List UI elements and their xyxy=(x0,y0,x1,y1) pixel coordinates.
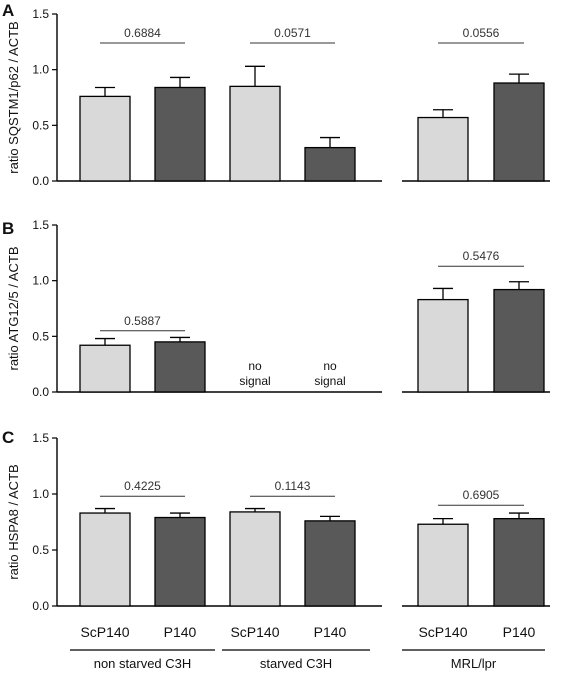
no-signal-label: signal xyxy=(239,374,270,388)
bar xyxy=(154,86,206,182)
group-label: non starved C3H xyxy=(94,656,192,671)
bar xyxy=(417,116,469,182)
bar xyxy=(154,341,206,393)
bar xyxy=(417,523,469,607)
p-value-label: 0.0571 xyxy=(274,26,311,40)
bar xyxy=(304,146,356,182)
x-tick-label: ScP140 xyxy=(230,624,279,640)
x-tick-label: P140 xyxy=(164,624,197,640)
panel-letter: B xyxy=(2,219,14,238)
y-axis-label: ratio HSPA8 / ACTB xyxy=(6,464,21,579)
y-tick-label: 0.5 xyxy=(32,329,49,343)
group-label: starved C3H xyxy=(260,656,332,671)
y-tick-label: 0.5 xyxy=(32,118,49,132)
bar xyxy=(229,85,281,182)
x-tick-label: P140 xyxy=(503,624,536,640)
y-tick-label: 1.0 xyxy=(32,63,49,77)
bar xyxy=(154,516,206,607)
p-value-label: 0.6905 xyxy=(463,488,500,502)
bar xyxy=(493,288,545,393)
y-axis-label: ratio SQSTM1/p62 / ACTB xyxy=(6,21,21,173)
bar xyxy=(417,298,469,393)
y-tick-label: 0.5 xyxy=(32,543,49,557)
panel-letter: C xyxy=(2,428,14,447)
y-tick-label: 1.5 xyxy=(32,218,49,232)
bar xyxy=(79,95,131,182)
x-tick-label: ScP140 xyxy=(418,624,467,640)
p-value-label: 0.0556 xyxy=(463,26,500,40)
bar xyxy=(304,520,356,607)
bar xyxy=(229,511,281,607)
bar xyxy=(79,512,131,607)
bar xyxy=(79,344,131,393)
bar xyxy=(493,82,545,182)
p-value-label: 0.1143 xyxy=(275,479,311,493)
y-tick-label: 1.5 xyxy=(32,431,49,445)
x-tick-label: ScP140 xyxy=(80,624,129,640)
y-tick-label: 1.0 xyxy=(32,274,49,288)
y-tick-label: 1.0 xyxy=(32,487,49,501)
no-signal-label: signal xyxy=(314,374,345,388)
p-value-label: 0.4225 xyxy=(124,479,161,493)
y-axis-label: ratio ATG12/5 / ACTB xyxy=(6,246,21,370)
y-tick-label: 0.0 xyxy=(32,385,49,399)
no-signal-label: no xyxy=(323,359,337,373)
p-value-label: 0.5887 xyxy=(124,314,161,328)
panel-letter: A xyxy=(2,1,14,20)
x-tick-label: P140 xyxy=(314,624,347,640)
p-value-label: 0.5476 xyxy=(463,249,500,263)
y-tick-label: 1.5 xyxy=(32,7,49,21)
y-tick-label: 0.0 xyxy=(32,174,49,188)
y-tick-label: 0.0 xyxy=(32,599,49,613)
no-signal-label: no xyxy=(248,359,262,373)
bar xyxy=(493,517,545,607)
p-value-label: 0.6884 xyxy=(124,26,161,40)
group-label: MRL/lpr xyxy=(451,656,497,671)
